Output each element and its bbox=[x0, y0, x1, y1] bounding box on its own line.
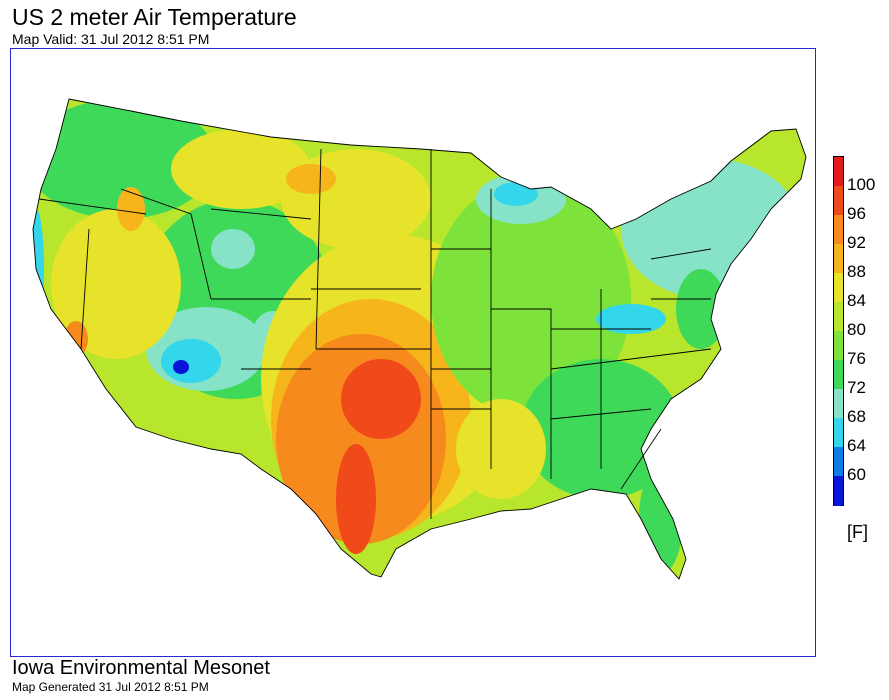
legend-unit: [F] bbox=[847, 522, 868, 542]
contour-lake-cyan bbox=[494, 182, 538, 206]
legend-swatch bbox=[834, 244, 843, 274]
contour-montana-yellow bbox=[171, 129, 311, 209]
state-boundaries bbox=[32, 98, 807, 580]
contour-gulf-yellow bbox=[456, 399, 546, 499]
state-line-west bbox=[38, 148, 432, 519]
map-frame bbox=[10, 48, 816, 657]
contour-dakotas-yellow bbox=[281, 149, 431, 249]
contour-dakota-orange bbox=[286, 164, 336, 194]
contour-four-corners-cyan bbox=[161, 339, 221, 383]
contour-idaho-orange bbox=[117, 187, 145, 231]
map-valid-time: Map Valid: 31 Jul 2012 8:51 PM bbox=[12, 31, 210, 47]
legend-swatch bbox=[834, 389, 843, 419]
legend-swatch bbox=[834, 186, 843, 216]
legend-label-92: 92 bbox=[847, 233, 866, 252]
legend-label-88: 88 bbox=[847, 262, 866, 281]
legend-swatch bbox=[834, 302, 843, 332]
temperature-legend: 100 96 92 88 84 80 76 72 68 64 60 [F] bbox=[831, 156, 889, 576]
footer-generated-time: Map Generated 31 Jul 2012 8:51 PM bbox=[12, 680, 209, 694]
legend-label-80: 80 bbox=[847, 320, 866, 339]
contour-appalachian-cyan bbox=[596, 304, 666, 334]
legend-swatch bbox=[834, 273, 843, 303]
legend-swatch bbox=[834, 215, 843, 245]
legend-color-bar bbox=[833, 156, 844, 506]
legend-swatch bbox=[834, 360, 843, 390]
legend-label-96: 96 bbox=[847, 204, 866, 223]
legend-swatch bbox=[834, 418, 843, 448]
legend-swatch bbox=[834, 331, 843, 361]
temperature-contours bbox=[33, 99, 801, 574]
legend-label-64: 64 bbox=[847, 436, 866, 455]
contour-great-basin-yellow bbox=[51, 209, 181, 359]
legend-label-76: 76 bbox=[847, 349, 866, 368]
contour-northwest-green bbox=[33, 99, 216, 219]
contour-midwest-green bbox=[431, 179, 631, 419]
legend-label-72: 72 bbox=[847, 378, 866, 397]
contour-wyoming-teal bbox=[211, 229, 255, 269]
map-title: US 2 meter Air Temperature bbox=[12, 4, 297, 30]
legend-swatch bbox=[834, 447, 843, 477]
us-outline bbox=[32, 98, 807, 580]
contour-midatlantic-green bbox=[676, 269, 726, 349]
contour-four-corners-blue bbox=[173, 360, 189, 374]
legend-swatch bbox=[834, 157, 843, 187]
legend-swatch bbox=[834, 476, 843, 506]
contour-florida-green bbox=[639, 464, 683, 574]
contour-texas-red bbox=[336, 444, 376, 554]
us-temperature-map bbox=[32, 98, 807, 580]
footer-organization: Iowa Environmental Mesonet bbox=[12, 657, 270, 679]
legend-label-100: 100 bbox=[847, 175, 876, 194]
contour-oklahoma-red bbox=[341, 359, 421, 439]
legend-label-60: 60 bbox=[847, 465, 866, 484]
state-line-east bbox=[431, 189, 712, 490]
legend-label-68: 68 bbox=[847, 407, 866, 426]
contour-california-orange bbox=[64, 321, 88, 357]
legend-label-84: 84 bbox=[847, 291, 866, 310]
